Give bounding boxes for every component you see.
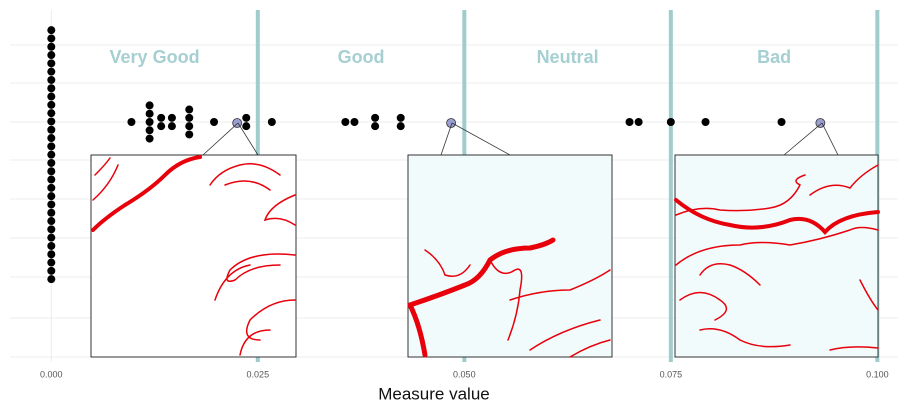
dot <box>47 92 56 101</box>
dot <box>47 26 56 35</box>
dot <box>47 84 56 93</box>
x-tick-label: 0.100 <box>866 369 889 379</box>
dot <box>127 118 136 126</box>
dot <box>167 122 176 131</box>
dot <box>47 241 56 250</box>
highlighted-dot <box>815 118 826 128</box>
dot <box>157 113 166 122</box>
x-axis: 0.000 0.025 0.050 0.075 0.100 <box>40 369 889 379</box>
dot <box>47 258 56 267</box>
dot <box>47 266 56 275</box>
dot <box>47 117 56 126</box>
dot <box>185 130 194 139</box>
dot <box>47 250 56 259</box>
dot <box>371 122 380 131</box>
dot <box>47 109 56 118</box>
dot <box>185 105 194 114</box>
class-label: Bad <box>757 47 791 67</box>
dot <box>145 109 154 118</box>
dot <box>666 118 675 126</box>
dot <box>242 122 251 131</box>
inset-3 <box>674 154 880 358</box>
x-tick-label: 0.050 <box>453 369 476 379</box>
dot <box>47 175 56 184</box>
dot <box>47 59 56 68</box>
connectors <box>202 122 839 156</box>
dot <box>47 125 56 134</box>
dot <box>210 118 219 126</box>
class-label: Very Good <box>110 47 200 67</box>
dot <box>145 118 154 126</box>
class-label: Good <box>338 47 385 67</box>
dot <box>185 113 194 122</box>
x-tick-label: 0.075 <box>660 369 683 379</box>
dot <box>47 51 56 60</box>
dot <box>47 75 56 84</box>
dot <box>396 122 405 131</box>
dot <box>701 118 710 126</box>
dot <box>47 42 56 51</box>
dot <box>47 100 56 109</box>
inset-1 <box>90 154 297 358</box>
dot <box>777 118 786 126</box>
dot <box>47 217 56 226</box>
highlighted-dot <box>446 118 457 128</box>
dot <box>47 200 56 209</box>
class-labels: Very Good Good Neutral Bad <box>110 47 792 67</box>
dot <box>185 122 194 131</box>
dot <box>47 275 56 284</box>
dot <box>47 192 56 201</box>
dot <box>396 113 405 122</box>
dot <box>350 118 359 126</box>
dot <box>47 34 56 43</box>
dot <box>47 142 56 151</box>
dot <box>47 183 56 192</box>
dot <box>625 118 634 126</box>
dot <box>47 208 56 217</box>
dot <box>145 126 154 135</box>
dot <box>145 134 154 143</box>
dot <box>47 225 56 234</box>
x-tick-label: 0.000 <box>40 369 63 379</box>
dot <box>167 113 176 122</box>
dot <box>47 150 56 159</box>
dot <box>157 122 166 131</box>
dot <box>267 118 276 126</box>
dot <box>47 67 56 76</box>
dot <box>47 167 56 176</box>
dot <box>634 118 643 126</box>
class-label: Neutral <box>537 47 599 67</box>
dot <box>242 113 251 122</box>
x-axis-title: Measure value <box>378 384 490 403</box>
dot <box>145 101 154 110</box>
x-tick-label: 0.025 <box>247 369 270 379</box>
inset-2 <box>407 154 613 358</box>
dot <box>47 233 56 242</box>
dot <box>47 158 56 167</box>
dot <box>47 134 56 143</box>
dot <box>371 113 380 122</box>
dot <box>341 118 350 126</box>
